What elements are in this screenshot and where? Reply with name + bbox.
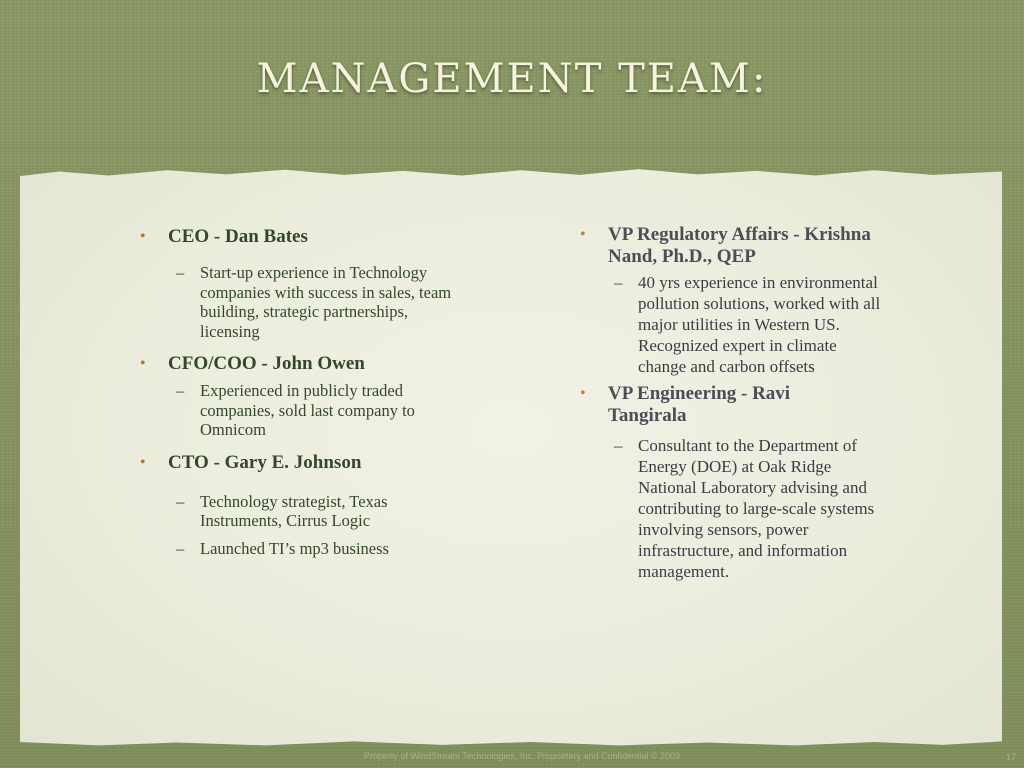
team-member-detail: – 40 yrs experience in environmental pol… [614, 272, 888, 377]
detail-text: Technology strategist, Texas Instruments… [200, 491, 388, 531]
team-member-detail: – Technology strategist, Texas Instrumen… [176, 491, 460, 531]
team-member-cto: • CTO - Gary E. Johnson [140, 452, 470, 474]
bullet-icon: • [140, 453, 146, 471]
detail-text: 40 yrs experience in environmental pollu… [638, 273, 881, 376]
bullet-icon: • [140, 228, 146, 245]
team-member-heading: CEO - Dan Bates [168, 226, 308, 247]
team-member-cfo: • CFO/COO - John Owen [140, 353, 470, 375]
left-column: • CEO - Dan Bates – Start-up experience … [140, 226, 470, 558]
team-member-detail: – Start-up experience in Technology comp… [176, 263, 460, 341]
team-member-detail: – Experienced in publicly traded compani… [176, 381, 460, 440]
right-column: • VP Regulatory Affairs - Krishna Nand, … [580, 224, 900, 582]
team-member-heading: CFO/COO - John Owen [168, 353, 365, 374]
dash-icon: – [614, 436, 623, 455]
dash-icon: – [176, 491, 185, 511]
team-member-vp-engineering: • VP Engineering - Ravi Tangirala [580, 383, 900, 427]
detail-text: Consultant to the Department of Energy (… [638, 436, 875, 581]
page-number: 17 [1005, 752, 1016, 762]
team-member-ceo: • CEO - Dan Bates [140, 226, 470, 248]
dash-icon: – [176, 263, 185, 282]
bullet-icon: • [580, 226, 586, 243]
team-member-heading: VP Engineering - Ravi Tangirala [608, 383, 791, 426]
team-member-detail: – Consultant to the Department of Energy… [614, 435, 890, 582]
paper-content-panel [20, 169, 1002, 746]
slide-footer: Property of WindStream Technologies, Inc… [363, 751, 681, 761]
dash-icon: – [614, 273, 623, 292]
bullet-icon: • [580, 385, 586, 402]
detail-text: Launched TI’s mp3 business [200, 538, 389, 558]
team-member-detail: – Launched TI’s mp3 business [176, 538, 460, 559]
detail-text: Experienced in publicly traded companies… [200, 381, 415, 439]
team-member-vp-regulatory: • VP Regulatory Affairs - Krishna Nand, … [580, 224, 900, 268]
detail-text: Start-up experience in Technology compan… [200, 263, 452, 341]
team-member-heading: VP Regulatory Affairs - Krishna Nand, Ph… [608, 224, 871, 267]
bullet-icon: • [140, 355, 146, 372]
team-member-heading: CTO - Gary E. Johnson [168, 451, 362, 473]
slide-title: MANAGEMENT TEAM: [256, 56, 768, 102]
dash-icon: – [176, 538, 185, 558]
dash-icon: – [176, 381, 185, 400]
